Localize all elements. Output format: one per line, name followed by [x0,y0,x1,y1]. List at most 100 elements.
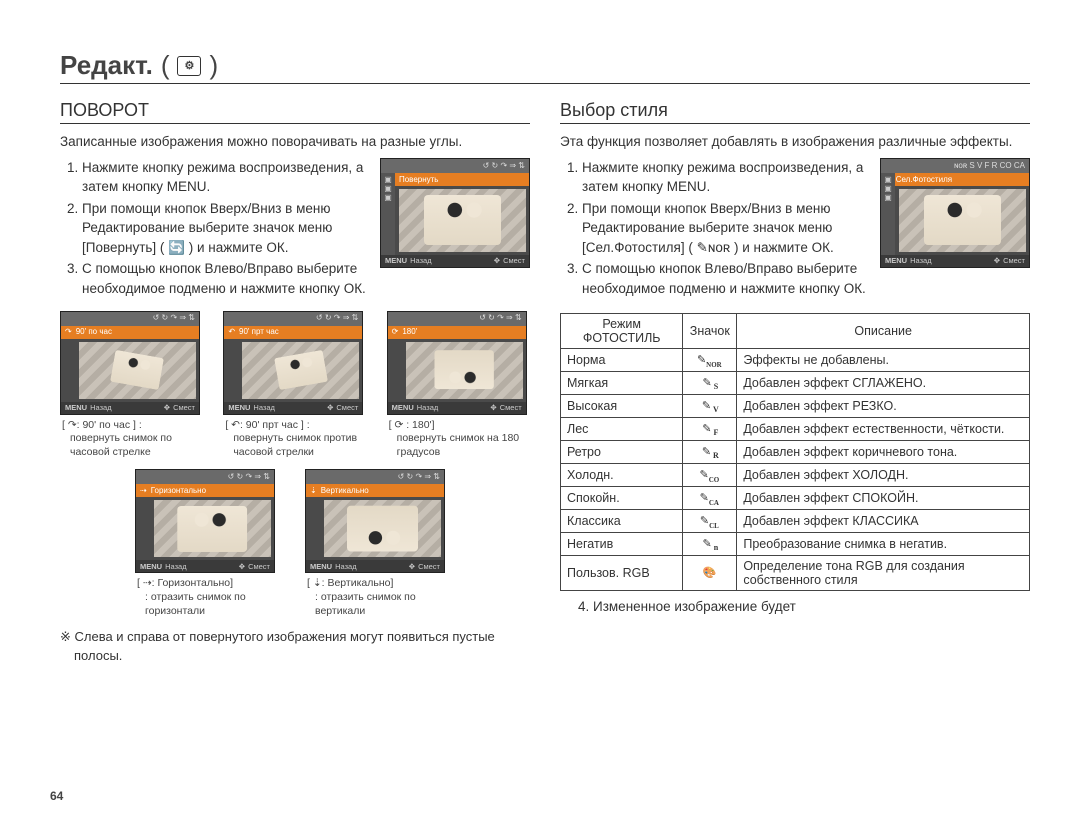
cam-iconbar-style: ɴᴏʀ S V F R CO CA [881,159,1029,173]
table-row: Высокая Добавлен эффект РЕЗКО. [561,394,1030,417]
photostyle-icon [702,444,718,460]
cam-photo [399,189,526,252]
table-row: Спокойн.Добавлен эффект СПОКОЙН. [561,486,1030,509]
cell-mode: Ретро [561,440,683,463]
style-step-2: При помощи кнопок Вверх/Вниз в меню Реда… [582,199,870,258]
table-row: ЛесДобавлен эффект естественности, чётко… [561,417,1030,440]
cell-mode: Лес [561,417,683,440]
cell-mode: Высокая [561,394,683,417]
cell-mode: Норма [561,348,683,371]
table-row: Холодн.Добавлен эффект ХОЛОДН. [561,463,1030,486]
style-step-1: Нажмите кнопку режима воспроизведения, а… [582,158,870,197]
cam-sidebar: ▣▣▣ [381,173,395,255]
thumb-label: [ ⇢: Горизонтально] [135,577,285,591]
cell-mode: Классика [561,509,683,532]
thumb-flip-v: ↺ ↻ ↷ ⇒ ⇅ ⇣Вертикально MENU Назад✥ Смест… [305,469,455,618]
thumb-sub: повернуть снимок по часовой стрелке [60,432,203,459]
page-number: 64 [50,789,63,803]
thumb-bar-label: Вертикально [321,486,369,496]
cam-titlebar: 🔄 Повернуть [381,173,529,186]
cam-titlebar-style: ✎ Сел.Фотостиля [881,173,1029,186]
thumb-bar-label: 180' [402,327,417,337]
rotate-step-1: Нажмите кнопку режима воспроизведения, а… [82,158,370,197]
th-icon: Значок [683,313,737,348]
rotate-preview-main: ↺ ↻ ↷ ⇒ ⇅ ▣▣▣ 🔄 Повернуть MENU Назад ✥ С… [380,158,530,268]
cell-icon [683,394,737,417]
menu-label: MENU [385,256,407,265]
thumb-sub: : отразить снимок по вертикали [305,591,455,618]
cell-icon [683,417,737,440]
thumb-sub: повернуть снимок на 180 градусов [387,432,530,459]
thumb-label: [ ⇣: Вертикально] [305,577,455,591]
th-desc: Описание [737,313,1030,348]
back-label: Назад [910,256,932,265]
table-row: Норма Эффекты не добавлены. [561,348,1030,371]
thumb-cam-180: ↺ ↻ ↷ ⇒ ⇅ ⟳180' MENU Назад✥ Смест [387,311,527,415]
thumb-label: [ ↷: 90' по час ] : [60,419,203,433]
cell-desc: Добавлен эффект СГЛАЖЕНО. [737,371,1030,394]
back-label: Назад [410,256,432,265]
rotate-step-2: При помощи кнопок Вверх/Вниз в меню Реда… [82,199,370,258]
photostyle-icon [702,398,718,414]
title-paren-close: ) [209,50,218,81]
rotate-thumbs-row1: ↺ ↻ ↷ ⇒ ⇅ ↷90' по час MENU Назад✥ Смест … [60,311,530,460]
rotate-thumbs-row2: ↺ ↻ ↷ ⇒ ⇅ ⇢Горизонтально MENU Назад✥ Сме… [60,469,530,618]
rotate-step-3: С помощью кнопок Влево/Вправо выберите н… [82,259,370,298]
cell-icon [683,348,737,371]
style-heading: Выбор стиля [560,100,1030,124]
title-rule [60,83,1030,84]
table-row: Пользов. RGBОпределение тона RGB для соз… [561,555,1030,590]
rotate-steps: Нажмите кнопку режима воспроизведения, а… [60,158,370,301]
cam-bottom-bar: MENU Назад ✥ Смест [381,255,529,267]
style-table: Режим ФОТОСТИЛЬ Значок Описание Норма Эфф… [560,313,1030,591]
thumb-flip-h: ↺ ↻ ↷ ⇒ ⇅ ⇢Горизонтально MENU Назад✥ Сме… [135,469,285,618]
style-preview-main: ɴᴏʀ S V F R CO CA ▣▣▣ ✎ Сел.Фотостиля ME… [880,158,1030,268]
thumb-bar-label: 90' по час [76,327,112,337]
thumb-label: [ ↶: 90' прт час ] : [223,419,366,433]
cell-desc: Эффекты не добавлены. [737,348,1030,371]
table-row: Мягкая Добавлен эффект СГЛАЖЕНО. [561,371,1030,394]
cam-style-title-label: Сел.Фотостиля [896,175,952,184]
cam-sidebar: ▣▣▣ [881,173,895,255]
photostyle-icon [702,565,717,581]
photostyle-icon [700,513,720,529]
cell-icon [683,463,737,486]
photostyle-icon [699,467,720,483]
left-column: ПОВОРОТ Записанные изображения можно пов… [60,100,530,665]
table-row: Ретро Добавлен эффект коричневого тона. [561,440,1030,463]
table-row: НегативПреобразование снимка в негатив. [561,532,1030,555]
style-step-3: С помощью кнопок Влево/Вправо выберите н… [582,259,870,298]
thumb-label: [ ⟳ : 180'] [387,419,530,433]
cell-icon [683,440,737,463]
style-steps: Нажмите кнопку режима воспроизведения, а… [560,158,870,301]
move-icon: ✥ [494,256,500,265]
cam-iconbar: ↺ ↻ ↷ ⇒ ⇅ [381,159,529,173]
table-row: КлассикаДобавлен эффект КЛАССИКА [561,509,1030,532]
photostyle-icon [702,421,717,437]
cell-desc: Определение тона RGB для создания собств… [737,555,1030,590]
thumb-sub: повернуть снимок против часовой стрелки [223,432,366,459]
cam-bottom-bar-style: MENU Назад ✥ Смест [881,255,1029,267]
cell-desc: Преобразование снимка в негатив. [737,532,1030,555]
move-label: Смест [503,256,525,265]
thumb-sub: : отразить снимок по горизонтали [135,591,285,618]
style-lead: Эта функция позволяет добавлять в изобра… [560,132,1030,152]
page-title: Редакт. ( ⚙ ) [60,50,1030,81]
cam-title-label: Повернуть [399,175,439,184]
cell-desc: Добавлен эффект СПОКОЙН. [737,486,1030,509]
th-mode: Режим ФОТОСТИЛЬ [561,313,683,348]
thumb-bar-label: Горизонтально [151,486,206,496]
cell-icon [683,509,737,532]
cell-desc: Добавлен эффект РЕЗКО. [737,394,1030,417]
edit-gear-icon: ⚙ [177,56,201,76]
move-label: Смест [1003,256,1025,265]
right-column: Выбор стиля Эта функция позволяет добавл… [560,100,1030,665]
cell-mode: Мягкая [561,371,683,394]
cam-photo-style [899,189,1026,252]
title-text: Редакт. [60,50,153,81]
title-paren-open: ( [161,50,170,81]
thumb-bar-label: 90' прт час [239,327,279,337]
cell-desc: Добавлен эффект ХОЛОДН. [737,463,1030,486]
rotate-footnote: ※ Слева и справа от повернутого изображе… [60,628,530,664]
cell-desc: Добавлен эффект коричневого тона. [737,440,1030,463]
